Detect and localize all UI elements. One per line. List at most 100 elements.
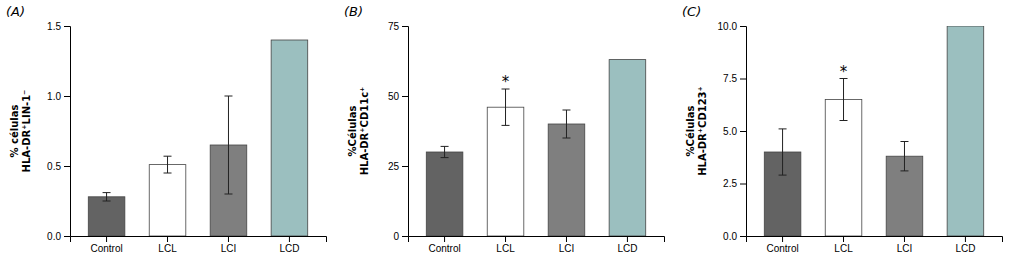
tick: 1.5	[47, 21, 70, 32]
bar	[149, 165, 186, 236]
tick-label: 0.5	[47, 161, 61, 172]
tick-label: 7.5	[723, 73, 737, 84]
axis-line	[71, 237, 327, 243]
tick-mark	[167, 236, 168, 242]
error-bar	[562, 110, 570, 138]
tick-mark	[627, 236, 628, 242]
tick-mark	[289, 236, 290, 242]
bar	[609, 60, 646, 236]
tick-label: 10.0	[718, 21, 738, 32]
tick-mark	[402, 236, 408, 237]
tick: 1.0	[47, 91, 70, 102]
tick: LCL	[496, 236, 515, 254]
tick-mark	[444, 236, 445, 242]
error-bar	[840, 79, 848, 121]
tick: Control	[766, 236, 798, 254]
tick-label: LCD	[955, 243, 975, 254]
y-axis: 0 25 50 75	[388, 21, 409, 242]
plot: 0.0 2.5 5.0 7.5 10.0 Control LCL LCI LCD %Células…	[685, 21, 1003, 254]
marks	[426, 60, 645, 236]
y-axis: 0.0 0.5 1.0 1.5	[47, 21, 70, 242]
tick: 5.0	[723, 126, 746, 137]
tick: 50	[388, 91, 408, 102]
bar	[426, 152, 463, 236]
tick-mark	[64, 236, 70, 237]
tick-label: LCI	[221, 243, 237, 254]
tick-mark	[402, 96, 408, 97]
tick-label: Control	[766, 243, 798, 254]
plot: 0255075ControlLCLLCILCD%CélulasHLA-DR⁺CD…	[347, 21, 665, 254]
tick: LCD	[617, 236, 637, 254]
y-axis-label: % célulasHLA-DR⁺LIN-1⁻	[9, 90, 32, 173]
tick-label: 2.5	[723, 178, 737, 189]
tick: 0.0	[723, 231, 746, 242]
tick-mark	[904, 236, 905, 242]
marks	[88, 40, 307, 236]
tick-label: LCL	[496, 243, 515, 254]
panel: (A)0.00.51.01.5ControlLCLLCILCD% células…	[6, 4, 327, 254]
tick: LCI	[559, 236, 575, 254]
tick: LCI	[221, 236, 237, 254]
bar	[548, 124, 585, 236]
tick-mark	[228, 236, 229, 242]
tick-label: LCD	[279, 243, 299, 254]
y-axis-label-line: HLA-DR⁺CD11c⁺	[359, 87, 370, 176]
axis-line	[740, 27, 747, 237]
tick-label: 25	[388, 161, 400, 172]
tick-label: 50	[388, 91, 400, 102]
figure: (A)0.00.51.01.5ControlLCLLCILCD% células…	[0, 0, 1014, 260]
panel: (C) 0.0 2.5 5.0 7.5 10.0 Control LCL LCI LCD %Célu…	[682, 4, 1003, 254]
y-axis-label-line: HLA-DR⁺LIN-1⁻	[21, 90, 32, 173]
error-bar	[900, 142, 908, 171]
tick-mark	[782, 236, 783, 242]
tick-mark	[64, 96, 70, 97]
y-axis-label-line: % células	[9, 105, 20, 158]
bar	[88, 197, 125, 236]
tick-mark	[740, 131, 746, 132]
tick: 0.0	[47, 231, 70, 242]
bar	[487, 107, 524, 236]
error-bar	[441, 146, 449, 157]
axis-line	[747, 237, 1003, 243]
tick: LCD	[955, 236, 975, 254]
tick-label: Control	[90, 243, 122, 254]
axis-line	[409, 237, 665, 243]
tick: 25	[388, 161, 408, 172]
tick-label: LCL	[834, 243, 853, 254]
annotation: *	[840, 63, 848, 81]
tick-mark	[740, 79, 746, 80]
tick-mark	[106, 236, 107, 242]
error-bar	[164, 156, 172, 173]
y-axis-label-line: HLA-DR⁺CD123⁺	[697, 86, 708, 176]
axis-line	[402, 27, 409, 237]
tick: 0.5	[47, 161, 70, 172]
tick-mark	[843, 236, 844, 242]
tick: LCL	[158, 236, 177, 254]
tick-label: LCD	[617, 243, 637, 254]
x-axis: Control LCL LCI LCD	[747, 236, 1003, 254]
tick-label: 75	[388, 21, 400, 32]
annotation: *	[502, 73, 510, 91]
tick: LCI	[897, 236, 913, 254]
error-bar	[224, 96, 232, 194]
tick: Control	[90, 236, 122, 254]
tick-label: 1.0	[47, 91, 61, 102]
tick-mark	[740, 236, 746, 237]
panel: (B)0255075ControlLCLLCILCD%CélulasHLA-DR…	[344, 4, 665, 254]
error-bar	[779, 129, 787, 175]
tick-mark	[402, 166, 408, 167]
tick-mark	[505, 236, 506, 242]
tick-label: 0	[393, 231, 399, 242]
tick-mark	[566, 236, 567, 242]
tick-label: LCI	[559, 243, 575, 254]
panel-label: (C)	[682, 4, 701, 19]
tick-mark	[402, 26, 408, 27]
tick-label: 1.5	[47, 21, 61, 32]
tick: 75	[388, 21, 408, 32]
tick-mark	[965, 236, 966, 242]
tick: LCL	[834, 236, 853, 254]
tick-mark	[740, 26, 746, 27]
y-axis-label: %CélulasHLA-DR⁺CD123⁺	[685, 86, 708, 176]
y-axis-label-line: %Células	[347, 106, 358, 157]
bar	[271, 40, 308, 236]
